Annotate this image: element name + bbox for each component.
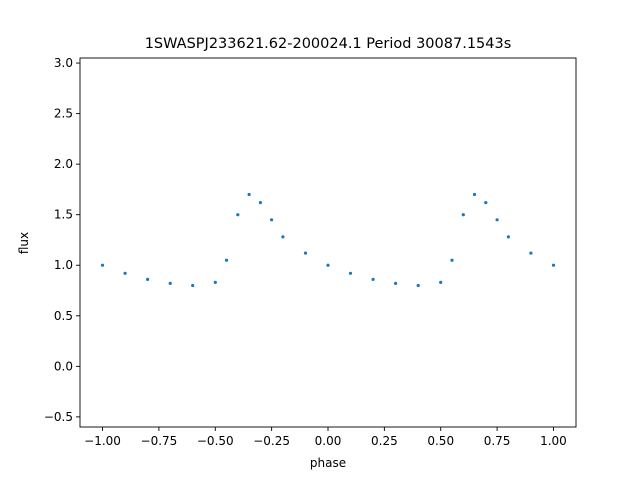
data-point — [461, 213, 465, 217]
data-point — [495, 218, 499, 222]
y-tick-label: −0.5 — [44, 410, 73, 424]
data-point — [270, 218, 274, 222]
data-point — [224, 258, 229, 262]
data-point — [281, 235, 285, 239]
data-point — [326, 263, 330, 267]
y-tick-label: 0.5 — [54, 309, 73, 323]
x-tick-label: 0.00 — [315, 434, 342, 448]
y-tick-label: 1.0 — [54, 258, 73, 272]
x-tick-label: −0.50 — [197, 434, 234, 448]
data-point — [191, 283, 195, 288]
data-point — [168, 281, 172, 285]
x-tick-label: −0.25 — [253, 434, 290, 448]
x-tick-label: −1.00 — [84, 434, 121, 448]
x-axis-label: phase — [310, 456, 346, 470]
data-point — [123, 271, 127, 275]
data-point — [258, 201, 262, 205]
data-point — [394, 281, 398, 285]
x-tick-label: 1.00 — [540, 434, 567, 448]
data-point — [348, 271, 353, 275]
data-point — [484, 201, 488, 205]
data-point — [100, 263, 105, 267]
data-point — [506, 235, 510, 239]
x-axis: −1.00 −0.75 −0.50 −0.25 0.00 0.25 0.50 0.75 1.00 — [84, 427, 567, 448]
data-point — [529, 251, 533, 255]
y-tick-label: 2.0 — [54, 157, 73, 171]
data-point — [303, 251, 308, 255]
y-tick-label: 3.0 — [54, 56, 73, 70]
data-point — [439, 280, 443, 284]
x-tick-label: 0.25 — [371, 434, 398, 448]
x-tick-label: 0.75 — [484, 434, 511, 448]
data-point — [450, 258, 454, 262]
data-points — [100, 192, 556, 288]
y-tick-label: 0.0 — [54, 359, 73, 373]
data-point — [472, 192, 477, 197]
data-point — [371, 277, 375, 281]
y-tick-label: 1.5 — [54, 208, 73, 222]
chart-title: 1SWASPJ233621.62-200024.1 Period 30087.1… — [145, 36, 512, 52]
y-axis-label: flux — [17, 232, 31, 254]
x-tick-label: 0.50 — [427, 434, 454, 448]
x-tick-label: −0.75 — [141, 434, 178, 448]
data-point — [236, 213, 240, 217]
data-point — [416, 283, 420, 288]
data-point — [247, 192, 251, 197]
data-point — [146, 277, 150, 281]
data-point — [551, 263, 556, 267]
y-axis: −0.5 0.0 0.5 1.0 1.5 2.0 2.5 3.0 — [44, 56, 80, 424]
y-tick-label: 2.5 — [54, 107, 73, 121]
data-point — [213, 280, 217, 284]
